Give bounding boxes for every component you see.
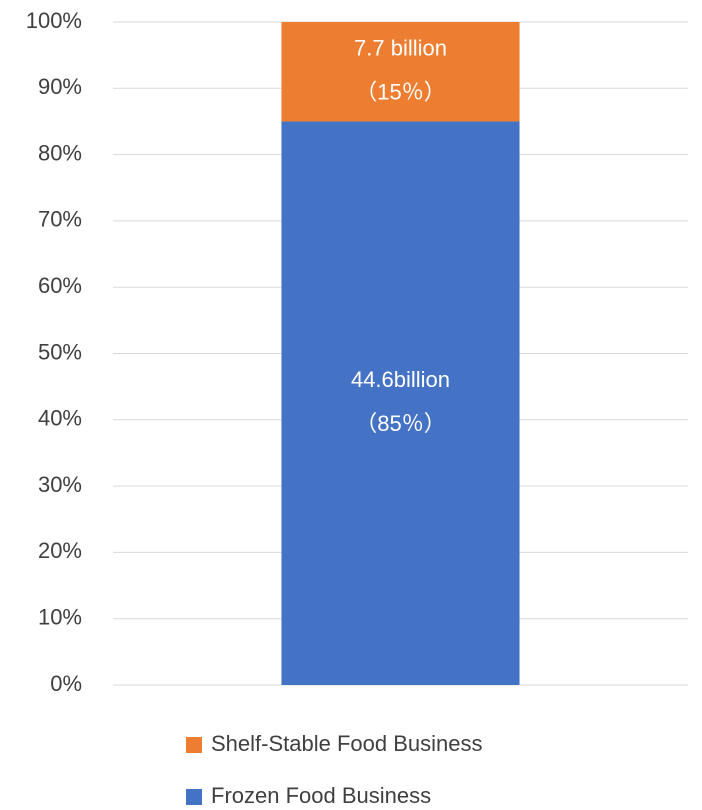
data-label: （15％） <box>355 80 445 105</box>
legend-label: Shelf-Stable Food Business <box>211 731 483 756</box>
y-tick-label: 30% <box>38 472 82 497</box>
bar-segment <box>281 22 520 122</box>
y-tick-label: 60% <box>38 273 82 298</box>
y-tick-label: 50% <box>38 339 82 364</box>
y-tick-label: 20% <box>38 538 82 563</box>
y-tick-label: 70% <box>38 207 82 232</box>
data-label: （85％） <box>355 411 445 436</box>
y-tick-label: 10% <box>38 605 82 630</box>
y-tick-label: 0% <box>50 671 82 696</box>
y-tick-label: 100% <box>26 8 82 33</box>
legend-swatch <box>186 789 202 805</box>
y-tick-label: 80% <box>38 140 82 165</box>
y-tick-label: 40% <box>38 406 82 431</box>
data-label: 44.6billion <box>351 367 450 392</box>
legend-swatch <box>186 737 202 753</box>
bar-segment <box>281 121 520 685</box>
legend-label: Frozen Food Business <box>211 783 431 808</box>
data-label: 7.7 billion <box>354 36 447 61</box>
y-tick-label: 90% <box>38 74 82 99</box>
